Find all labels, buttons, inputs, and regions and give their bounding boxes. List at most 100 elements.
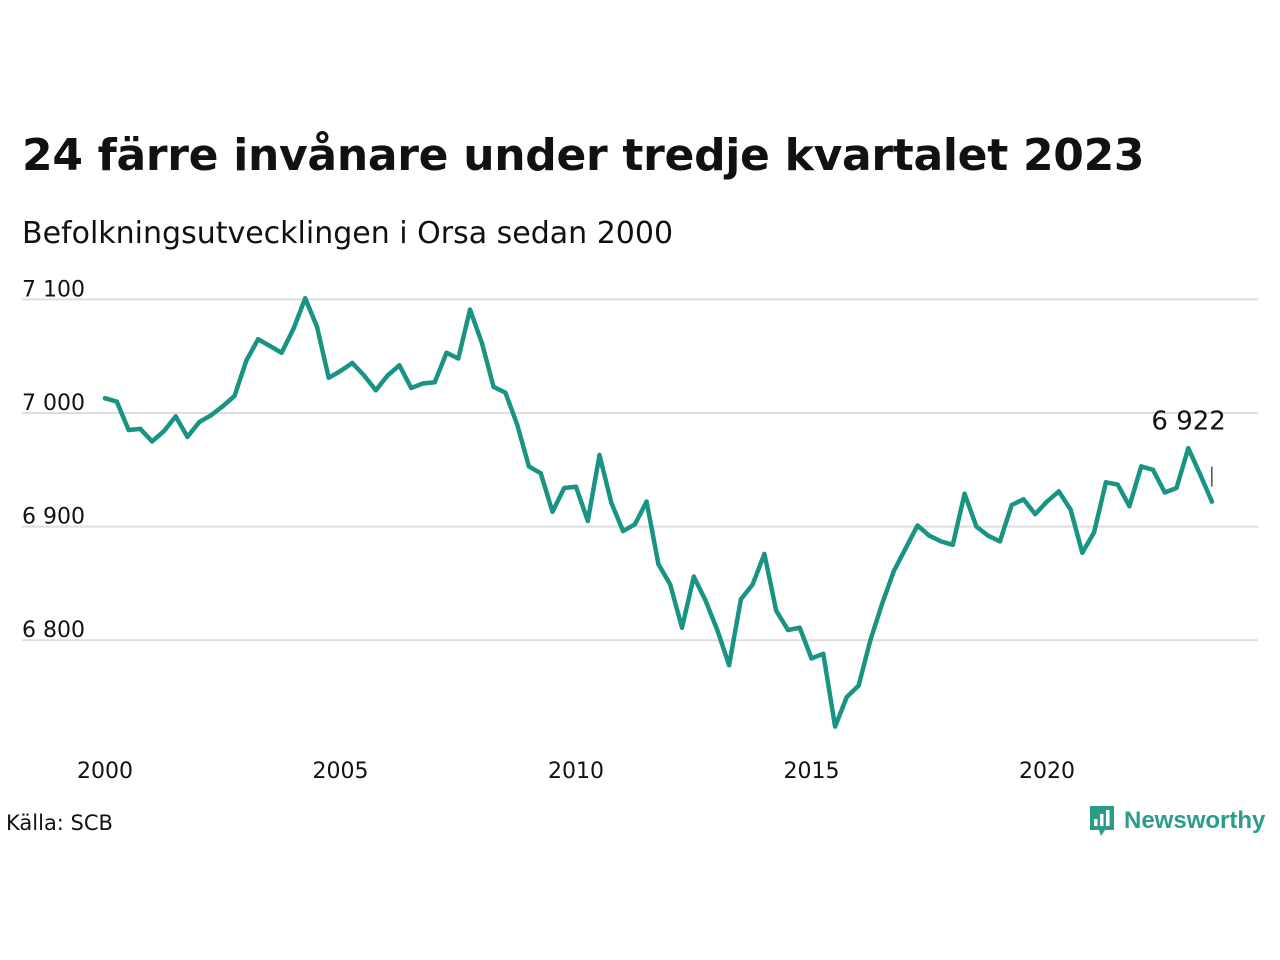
data-point <box>927 533 932 538</box>
data-point <box>279 350 284 355</box>
data-point <box>361 373 367 378</box>
data-point <box>1056 489 1062 494</box>
data-point <box>1044 499 1050 504</box>
data-point <box>585 518 590 524</box>
x-tick-label: 2020 <box>1019 759 1075 784</box>
data-point <box>573 484 579 489</box>
last-value-label: 6 922 <box>1151 407 1225 437</box>
data-point <box>338 368 343 374</box>
y-tick-label: 7 000 <box>22 391 85 416</box>
data-point <box>1021 497 1026 502</box>
data-point <box>1127 504 1132 509</box>
data-point <box>291 326 296 332</box>
x-tick-label: 2000 <box>77 759 133 784</box>
data-point <box>997 539 1003 544</box>
data-point <box>514 422 520 427</box>
data-point <box>1186 446 1191 451</box>
data-point <box>750 582 755 587</box>
data-point <box>609 500 614 505</box>
data-point <box>1080 550 1085 555</box>
data-point <box>1139 464 1144 469</box>
data-point <box>197 419 202 425</box>
data-point <box>715 627 720 633</box>
data-point <box>326 375 331 380</box>
data-point <box>656 561 661 567</box>
data-point <box>503 390 508 395</box>
data-point <box>797 625 802 630</box>
data-point <box>444 350 449 355</box>
data-point <box>738 597 744 602</box>
data-point <box>644 499 649 504</box>
data-point <box>456 356 461 361</box>
data-point <box>350 360 355 366</box>
data-point <box>161 429 167 434</box>
data-point <box>491 384 496 390</box>
data-point <box>138 426 143 432</box>
data-point <box>244 358 249 363</box>
data-point <box>679 625 685 630</box>
data-point <box>267 343 273 349</box>
data-point <box>668 582 673 587</box>
data-point <box>950 542 955 547</box>
data-point <box>938 539 944 544</box>
data-point <box>879 601 885 606</box>
data-point <box>620 528 626 534</box>
data-point <box>632 522 638 527</box>
data-point <box>397 363 402 368</box>
data-point <box>255 337 261 342</box>
data-point <box>409 385 414 391</box>
data-point <box>479 340 484 345</box>
data-point <box>232 393 237 399</box>
data-point <box>597 452 602 458</box>
data-point <box>774 608 779 613</box>
data-point <box>832 724 838 729</box>
data-point <box>385 373 390 378</box>
data-point <box>762 551 767 557</box>
brand-name: Newsworthy <box>1124 807 1266 834</box>
chart-subtitle: Befolkningsutvecklingen i Orsa sedan 200… <box>22 216 674 251</box>
data-point <box>126 427 131 433</box>
data-point <box>962 491 967 496</box>
data-point <box>1009 502 1014 508</box>
newsworthy-logo-icon <box>1090 806 1114 836</box>
data-point <box>703 598 708 603</box>
data-point <box>868 638 873 643</box>
chart-title: 24 färre invånare under tredje kvartalet… <box>22 130 1145 181</box>
data-point <box>114 399 120 404</box>
x-tick-label: 2010 <box>548 759 604 784</box>
data-point <box>467 307 473 312</box>
data-point <box>726 663 732 668</box>
data-point <box>809 656 814 661</box>
population-line <box>102 296 1215 729</box>
data-point <box>1115 482 1120 487</box>
data-point <box>432 380 437 385</box>
data-point <box>208 413 214 418</box>
data-point <box>1150 467 1156 472</box>
data-point <box>420 381 426 386</box>
data-point <box>915 523 920 528</box>
data-point <box>1068 507 1073 512</box>
data-point <box>220 404 225 409</box>
data-point <box>373 388 378 393</box>
data-point <box>1174 485 1179 491</box>
data-point <box>974 524 979 529</box>
x-tick-label: 2005 <box>313 759 369 784</box>
data-point <box>526 464 532 469</box>
data-point <box>550 509 555 514</box>
data-point <box>1209 499 1215 504</box>
data-point <box>856 683 861 688</box>
data-point <box>821 651 826 656</box>
data-point <box>185 434 190 440</box>
newsworthy-logo: Newsworthy <box>1088 804 1265 838</box>
source-note: Källa: SCB <box>6 811 113 835</box>
data-point <box>149 439 155 444</box>
data-point <box>1197 472 1203 477</box>
data-point <box>303 296 308 301</box>
data-point <box>903 546 908 551</box>
data-point <box>538 471 543 476</box>
x-tick-label: 2015 <box>784 759 840 784</box>
y-tick-label: 6 900 <box>22 505 85 530</box>
data-point <box>985 533 991 538</box>
data-point <box>314 324 320 329</box>
data-point <box>562 485 567 491</box>
